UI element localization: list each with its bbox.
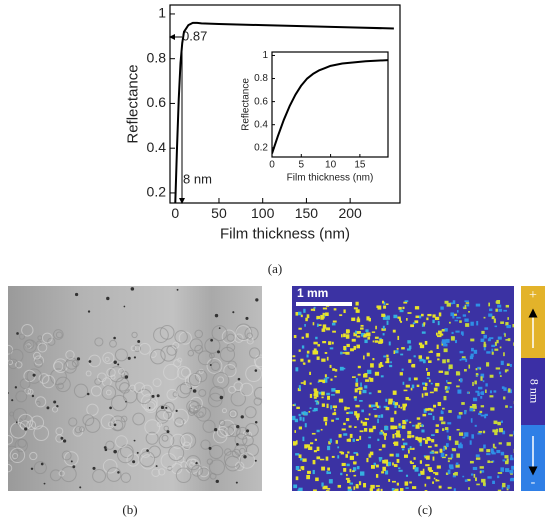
- y-tick-label: 0.4: [147, 139, 167, 155]
- y-tick-label: 0.8: [254, 73, 268, 84]
- y-tick-label: 0.6: [147, 94, 167, 110]
- colorbar-label: 8 nm: [527, 379, 541, 404]
- thickness-map: [292, 286, 514, 491]
- scale-bar: [296, 302, 352, 306]
- x-tick-label: 0: [171, 205, 179, 221]
- scale-bar-label: 1 mm: [297, 286, 328, 300]
- line: [272, 59, 388, 154]
- x-tick-label: 0: [269, 160, 275, 171]
- y-axis-label: Reflectance: [125, 64, 142, 143]
- colorbar-label: -: [531, 475, 536, 490]
- colorbar: [521, 286, 545, 491]
- x-tick-label: 50: [211, 205, 227, 221]
- plot-frame: [271, 51, 389, 158]
- panel-label: (b): [122, 502, 137, 517]
- y-tick-label: 1: [262, 50, 268, 61]
- x-tick-label: 5: [299, 160, 305, 171]
- x-tick-label: 15: [354, 160, 366, 171]
- y-tick-label: 0.4: [254, 119, 268, 130]
- annotation: 8 nm: [183, 171, 212, 186]
- plot-frame: [169, 4, 401, 204]
- line: [174, 21, 394, 203]
- x-axis-label: Film thickness (nm): [220, 225, 350, 242]
- y-tick-label: 0.2: [147, 184, 167, 200]
- y-tick-label: 0.6: [254, 96, 268, 107]
- y-axis-label: Reflectance: [241, 78, 252, 131]
- y-tick-label: 1: [158, 5, 166, 21]
- annotation: 0.87: [182, 28, 207, 43]
- y-tick-label: 0.2: [254, 142, 268, 153]
- x-tick-label: 200: [338, 205, 362, 221]
- y-tick-label: 0.8: [147, 49, 167, 65]
- x-tick-label: 150: [295, 205, 319, 221]
- x-tick-label: 10: [325, 160, 337, 171]
- panel-label: (a): [268, 261, 282, 276]
- x-axis-label: Film thickness (nm): [287, 173, 374, 184]
- colorbar-label: +: [529, 288, 537, 303]
- micrograph: [8, 286, 262, 491]
- panel-label: (c): [418, 502, 432, 517]
- x-tick-label: 100: [251, 205, 275, 221]
